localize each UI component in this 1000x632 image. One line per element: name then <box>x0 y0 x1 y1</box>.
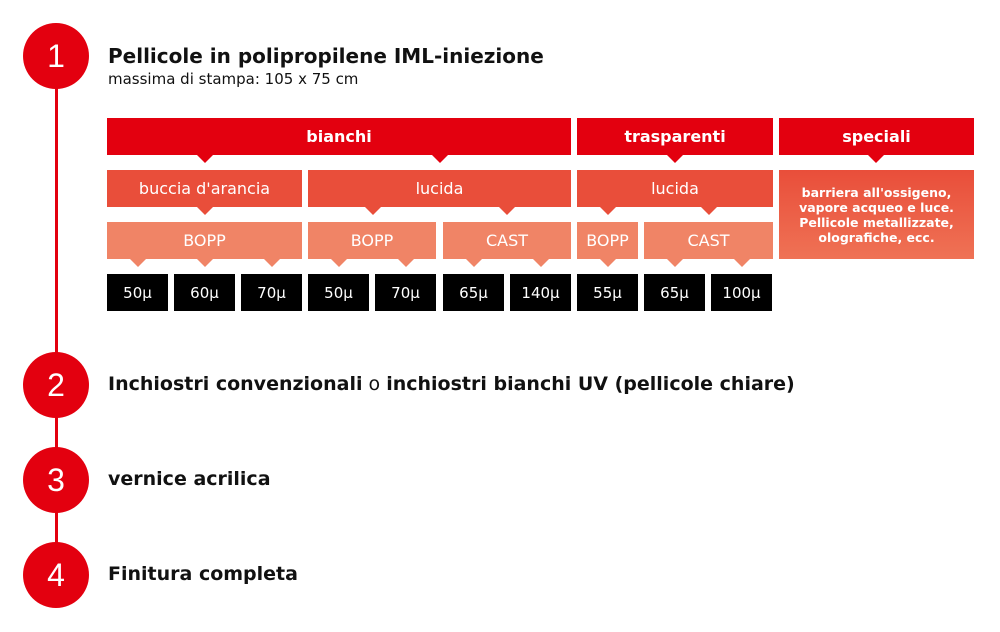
step-1-badge: 1 <box>23 23 89 89</box>
arrow-icon <box>365 207 381 215</box>
arrow-icon <box>130 259 146 267</box>
category-bianchi: bianchi <box>107 118 571 155</box>
category-speciali: speciali <box>779 118 974 155</box>
finish-lucida-trasparenti: lucida <box>577 170 773 207</box>
thickness: 70µ <box>375 274 436 311</box>
material-cast: CAST <box>644 222 773 259</box>
arrow-icon <box>701 207 717 215</box>
step-2-title: Inchiostri convenzionali o inchiostri bi… <box>108 373 795 395</box>
material-bopp: BOPP <box>577 222 638 259</box>
step-3-badge: 3 <box>23 447 89 513</box>
arrow-icon <box>197 207 213 215</box>
step-2-connector: o <box>362 373 387 395</box>
material-cast: CAST <box>443 222 571 259</box>
step-2-title-part-1: Inchiostri convenzionali <box>108 373 363 395</box>
arrow-icon <box>499 207 515 215</box>
step-1-subtitle: massima di stampa: 105 x 75 cm <box>108 70 359 88</box>
arrow-icon <box>264 259 280 267</box>
thickness: 100µ <box>711 274 772 311</box>
thickness: 65µ <box>644 274 705 311</box>
arrow-icon <box>398 259 414 267</box>
arrow-icon <box>432 155 448 163</box>
finish-buccia-arancia: buccia d'arancia <box>107 170 302 207</box>
arrow-icon <box>600 207 616 215</box>
category-trasparenti: trasparenti <box>577 118 773 155</box>
step-3-title: vernice acrilica <box>108 468 271 490</box>
thickness: 65µ <box>443 274 504 311</box>
arrow-icon <box>466 259 482 267</box>
step-4-title: Finitura completa <box>108 563 298 585</box>
material-bopp: BOPP <box>107 222 302 259</box>
arrow-icon <box>600 259 616 267</box>
arrow-icon <box>734 259 750 267</box>
arrow-icon <box>197 155 213 163</box>
step-2-badge: 2 <box>23 352 89 418</box>
thickness: 140µ <box>510 274 571 311</box>
step-4-badge: 4 <box>23 542 89 608</box>
thickness: 50µ <box>308 274 369 311</box>
arrow-icon <box>667 155 683 163</box>
thickness: 70µ <box>241 274 302 311</box>
step-2-title-part-2: inchiostri bianchi UV (pellicole chiare) <box>386 373 795 395</box>
thickness: 50µ <box>107 274 168 311</box>
arrow-icon <box>331 259 347 267</box>
step-1-title: Pellicole in polipropilene IML-iniezione <box>108 44 544 68</box>
arrow-icon <box>533 259 549 267</box>
thickness: 55µ <box>577 274 638 311</box>
thickness: 60µ <box>174 274 235 311</box>
timeline-line <box>55 56 58 576</box>
finish-lucida-bianchi: lucida <box>308 170 571 207</box>
arrow-icon <box>667 259 683 267</box>
arrow-icon <box>868 155 884 163</box>
material-bopp: BOPP <box>308 222 436 259</box>
arrow-icon <box>197 259 213 267</box>
speciali-description: barriera all'ossigeno, vapore acqueo e l… <box>779 170 974 259</box>
